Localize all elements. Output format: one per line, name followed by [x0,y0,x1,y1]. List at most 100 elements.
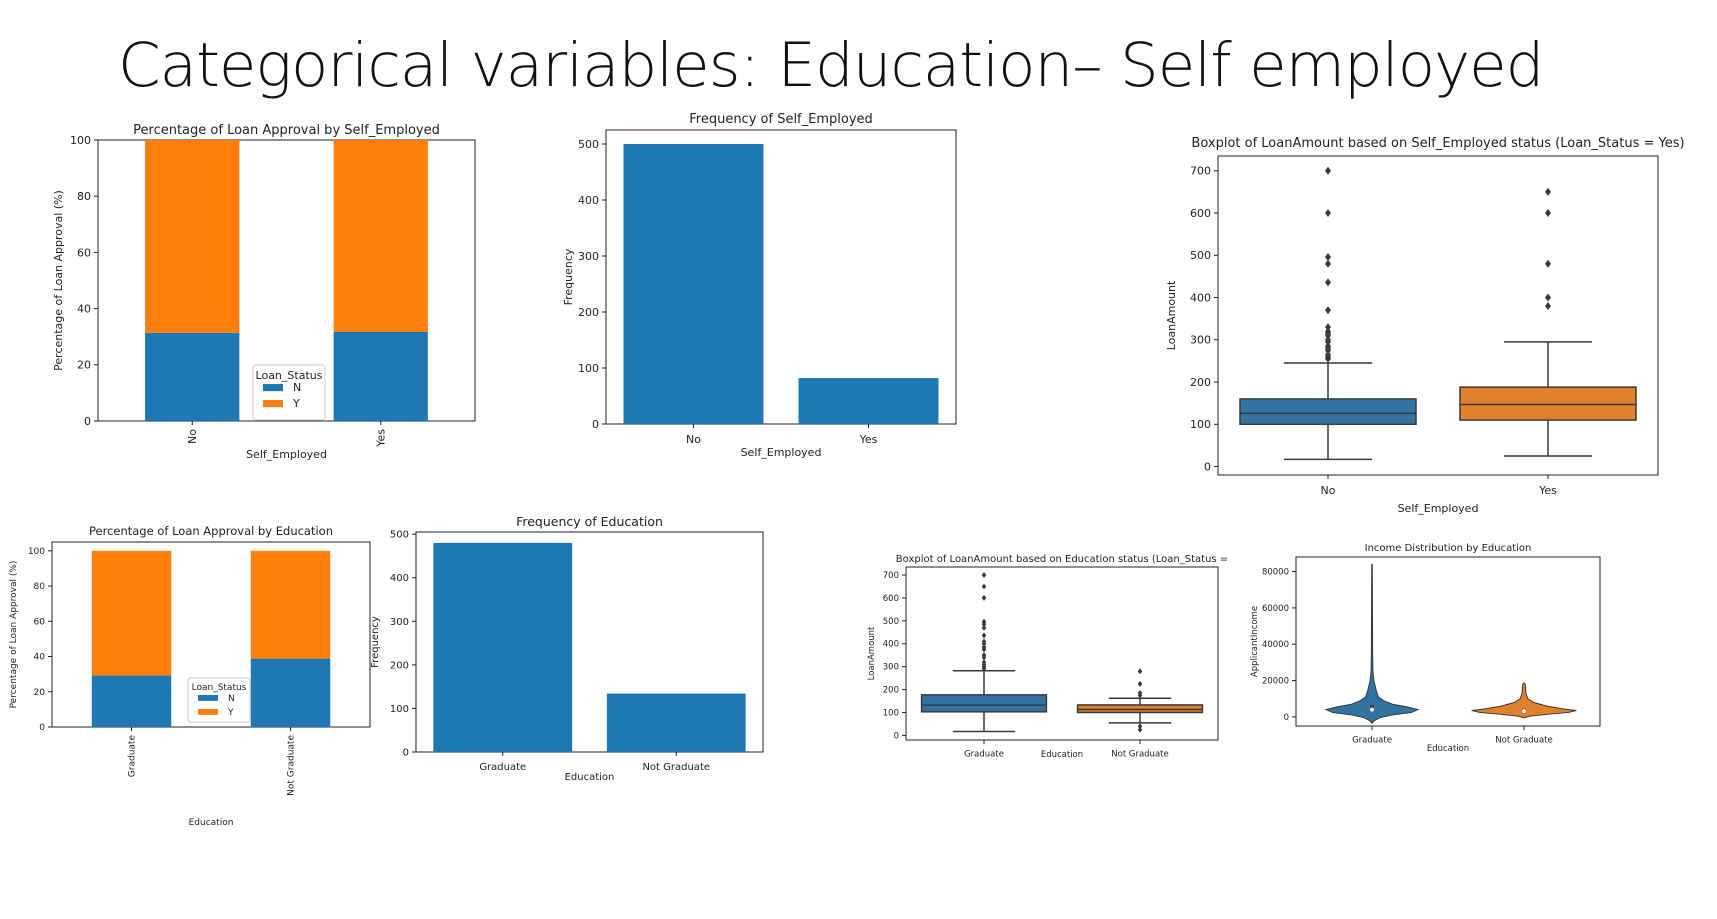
x-tick-label: Yes [1538,484,1557,497]
outlier-point [1545,293,1551,302]
y-tick-label: 400 [883,640,899,650]
y-tick-label: 20 [77,359,91,372]
y-axis-label: Frequency [370,616,381,668]
legend-title: Loan_Status [256,369,323,382]
outlier-point [1545,301,1551,310]
y-tick-label: 400 [390,573,409,584]
plot-frame [905,566,1219,741]
y-tick-label: 500 [883,617,899,627]
y-tick-label: 20000 [1262,677,1289,687]
outlier-point [1325,323,1331,332]
x-axis-label: Self_Employed [741,446,822,459]
x-tick-label: Graduate [479,762,526,773]
y-tick-label: 100 [390,704,409,715]
x-axis-label: Education [565,772,615,783]
x-tick-label: No [1321,484,1336,497]
y-tick-label: 100 [1190,418,1211,431]
y-tick-label: 0 [894,731,899,741]
outlier-point [1137,680,1143,687]
legend-label: Y [292,397,300,410]
chart-title: Percentage of Loan Approval by Education [89,524,333,538]
x-tick-label: Not Graduate [1111,750,1168,760]
y-tick-label: 700 [1190,165,1211,178]
outlier-point [1325,259,1331,268]
legend-swatch-y [263,400,283,408]
outlier-point [981,644,987,651]
y-tick-label: 40 [77,302,91,315]
y-tick-label: 500 [578,138,599,151]
y-tick-label: 80000 [1262,568,1289,578]
outlier-point [981,583,987,590]
y-tick-label: 200 [578,306,599,319]
x-tick-label: Graduate [1352,736,1392,746]
bar [606,693,746,752]
y-axis-label: LoanAmount [867,626,877,680]
outlier-point [981,652,987,659]
y-tick-label: 0 [39,723,45,733]
y-tick-label: 200 [390,660,409,671]
bar-segment-y [333,140,428,332]
outlier-point [1137,668,1143,675]
box [1239,398,1417,426]
plot-frame [415,531,764,753]
outlier-point [981,572,987,579]
bar-segment-n [250,658,331,727]
x-tick-label: Not Graduate [287,735,297,796]
y-tick-label: 0 [1204,460,1211,473]
bar-segment-n [145,332,240,421]
violin-body [1471,682,1577,719]
y-tick-label: 80 [77,190,91,203]
x-tick-label: Graduate [128,735,138,778]
x-axis-label: Self_Employed [246,448,327,461]
violin-body [1324,563,1420,725]
box [920,694,1048,713]
legend-title: Loan_Status [192,683,247,693]
y-tick-label: 400 [1190,291,1211,304]
outlier-point [1545,209,1551,218]
y-tick-label: 200 [883,686,899,696]
bar [433,542,573,752]
outlier-point [1137,723,1143,730]
plot-frame [605,129,957,425]
bar [623,144,764,424]
y-tick-label: 60 [77,246,91,259]
outlier-point [981,659,987,666]
x-tick-label: Not Graduate [642,762,710,773]
y-tick-label: 20 [34,688,46,698]
outlier-point [981,638,987,645]
y-axis-label: Percentage of Loan Approval (%) [9,561,19,709]
y-tick-label: 0 [403,748,409,759]
chart-title: Frequency of Self_Employed [689,112,873,127]
y-tick-label: 100 [70,134,91,147]
plot-frame [1295,556,1601,727]
y-axis-label: Percentage of Loan Approval (%) [52,190,65,371]
bar-segment-y [91,550,172,676]
y-tick-label: 0 [1284,713,1289,723]
violin-median [1522,709,1526,714]
outlier-point [1325,166,1331,175]
outlier-point [1325,342,1331,351]
outlier-point [1325,278,1331,287]
y-axis-label: Frequency [562,248,575,305]
boxplot-loanamount-self-employed: 0 100 200 300 400 500 600 700 Boxplot of LoanAmo… [1165,136,1685,515]
boxplot-loanamount-education: 0 100 200 300 400 500 600 700 Boxplot of LoanAmo… [867,554,1228,760]
y-axis-label: ApplicantIncome [1250,606,1260,677]
outlier-point [981,594,987,601]
legend-swatch-n [198,695,218,701]
legend-swatch-y [198,709,218,715]
y-tick-label: 100 [578,362,599,375]
y-tick-label: 40 [34,653,46,663]
outlier-point [981,632,987,639]
y-tick-label: 0 [84,415,91,428]
x-axis-label: Education [189,818,234,828]
y-tick-label: 80 [34,582,46,592]
y-tick-label: 600 [1190,207,1211,220]
outlier-point [981,624,987,631]
bar-chart-frequency-self-employed: 0 100 200 300 400 500 Frequency of Self_Employ… [562,112,957,459]
bar-segment-n [333,331,428,421]
x-tick-label: Yes [859,433,878,446]
box [1076,704,1204,714]
y-tick-label: 700 [883,571,899,581]
x-axis-label: Education [1041,750,1083,760]
